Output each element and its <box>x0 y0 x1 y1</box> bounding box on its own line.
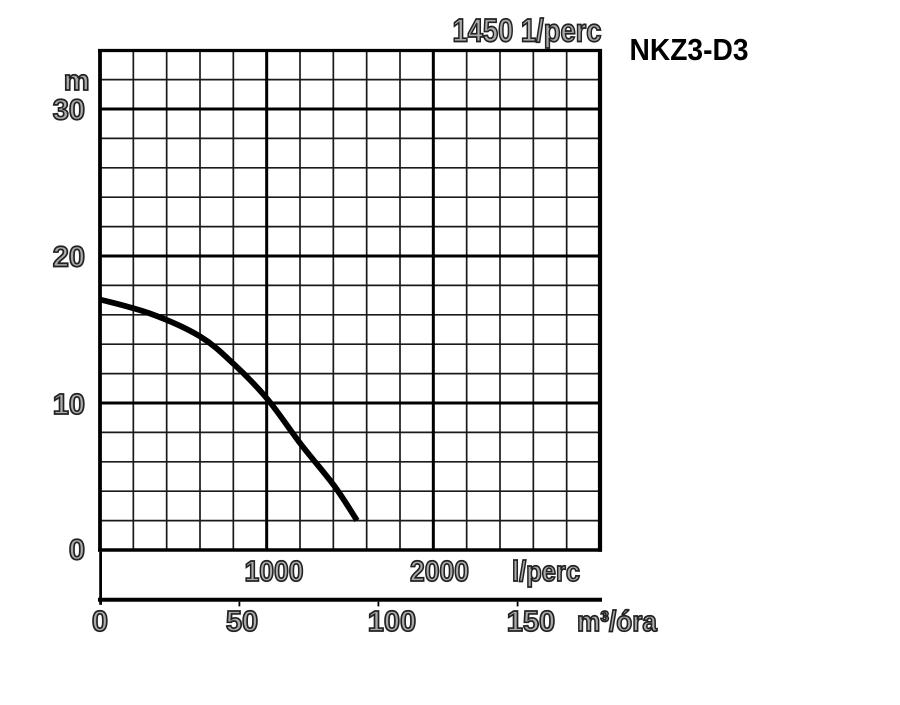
svg-text:100: 100 <box>368 606 416 638</box>
svg-text:20: 20 <box>53 242 85 274</box>
svg-text:1450 1/perc: 1450 1/perc <box>453 13 602 49</box>
svg-text:150: 150 <box>507 606 555 638</box>
svg-text:10: 10 <box>53 389 85 421</box>
svg-text:30: 30 <box>53 95 85 127</box>
svg-text:50: 50 <box>226 606 258 638</box>
svg-text:m: m <box>64 65 90 97</box>
svg-text:0: 0 <box>69 535 85 567</box>
svg-text:2000: 2000 <box>410 556 469 588</box>
svg-text:NKZ3-D3: NKZ3-D3 <box>630 32 749 67</box>
svg-text:0: 0 <box>92 606 108 638</box>
svg-text:1000: 1000 <box>245 556 304 588</box>
svg-text:l/perc: l/perc <box>512 556 580 588</box>
svg-text:m³/óra: m³/óra <box>577 606 658 638</box>
